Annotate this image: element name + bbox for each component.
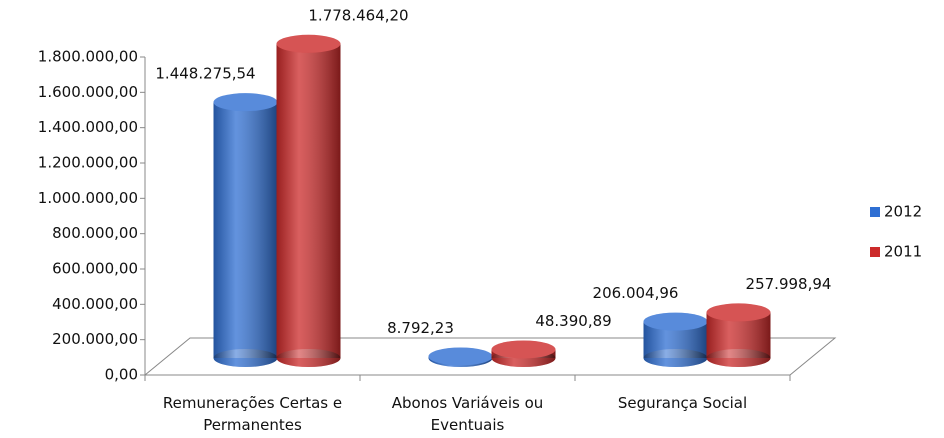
y-tick-label: 600.000,00 (52, 260, 138, 278)
value-label: 48.390,89 (535, 312, 611, 330)
bar-top (276, 34, 341, 53)
bar-shade (213, 102, 278, 358)
bar-base-shade (276, 349, 341, 367)
y-tick-label: 1.200.000,00 (38, 154, 138, 172)
bar-top-light (276, 34, 341, 53)
bar-top-light (643, 312, 708, 331)
y-tick-label: 200.000,00 (52, 330, 138, 348)
y-tick-label: 1.000.000,00 (38, 189, 138, 207)
bar-shade (276, 43, 341, 358)
y-tick-label: 0,00 (105, 366, 138, 384)
bar-top (706, 303, 771, 322)
legend-label: 2012 (884, 203, 922, 221)
x-tick-label: Remunerações Certas e Permanentes (162, 394, 343, 434)
value-label: 1.778.464,20 (308, 6, 408, 24)
y-tick-label: 1.600.000,00 (38, 83, 138, 101)
value-label: 257.998,94 (746, 275, 832, 293)
bar-top (213, 93, 278, 112)
y-tick-label: 1.400.000,00 (38, 118, 138, 136)
x-tick-label: Segurança Social (617, 394, 748, 412)
bar-base-shade (213, 349, 278, 367)
bar-base-shade (643, 349, 708, 367)
bar-top-light (213, 93, 278, 112)
x-tick-label: Abonos Variáveis ou Eventuais (391, 394, 544, 434)
legend-swatch (870, 247, 880, 257)
bar-top (428, 347, 493, 366)
value-label: 1.448.275,54 (155, 65, 255, 83)
bar-base-shade (706, 349, 771, 367)
bar-top (643, 312, 708, 331)
y-tick-label: 1.800.000,00 (38, 48, 138, 66)
bar-top-light (706, 303, 771, 322)
legend-swatch (870, 207, 880, 217)
bar-top-light (491, 340, 556, 359)
y-tick-label: 800.000,00 (52, 224, 138, 242)
value-label: 8.792,23 (387, 319, 454, 337)
y-tick-label: 400.000,00 (52, 295, 138, 313)
bar-top (491, 340, 556, 359)
bar-top-light (428, 347, 493, 366)
legend-label: 2011 (884, 243, 922, 261)
value-label: 206.004,96 (593, 284, 679, 302)
